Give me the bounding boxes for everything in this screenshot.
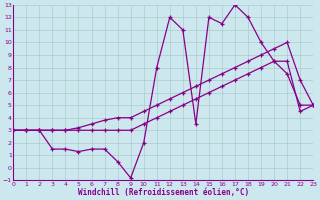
- X-axis label: Windchill (Refroidissement éolien,°C): Windchill (Refroidissement éolien,°C): [78, 188, 249, 197]
